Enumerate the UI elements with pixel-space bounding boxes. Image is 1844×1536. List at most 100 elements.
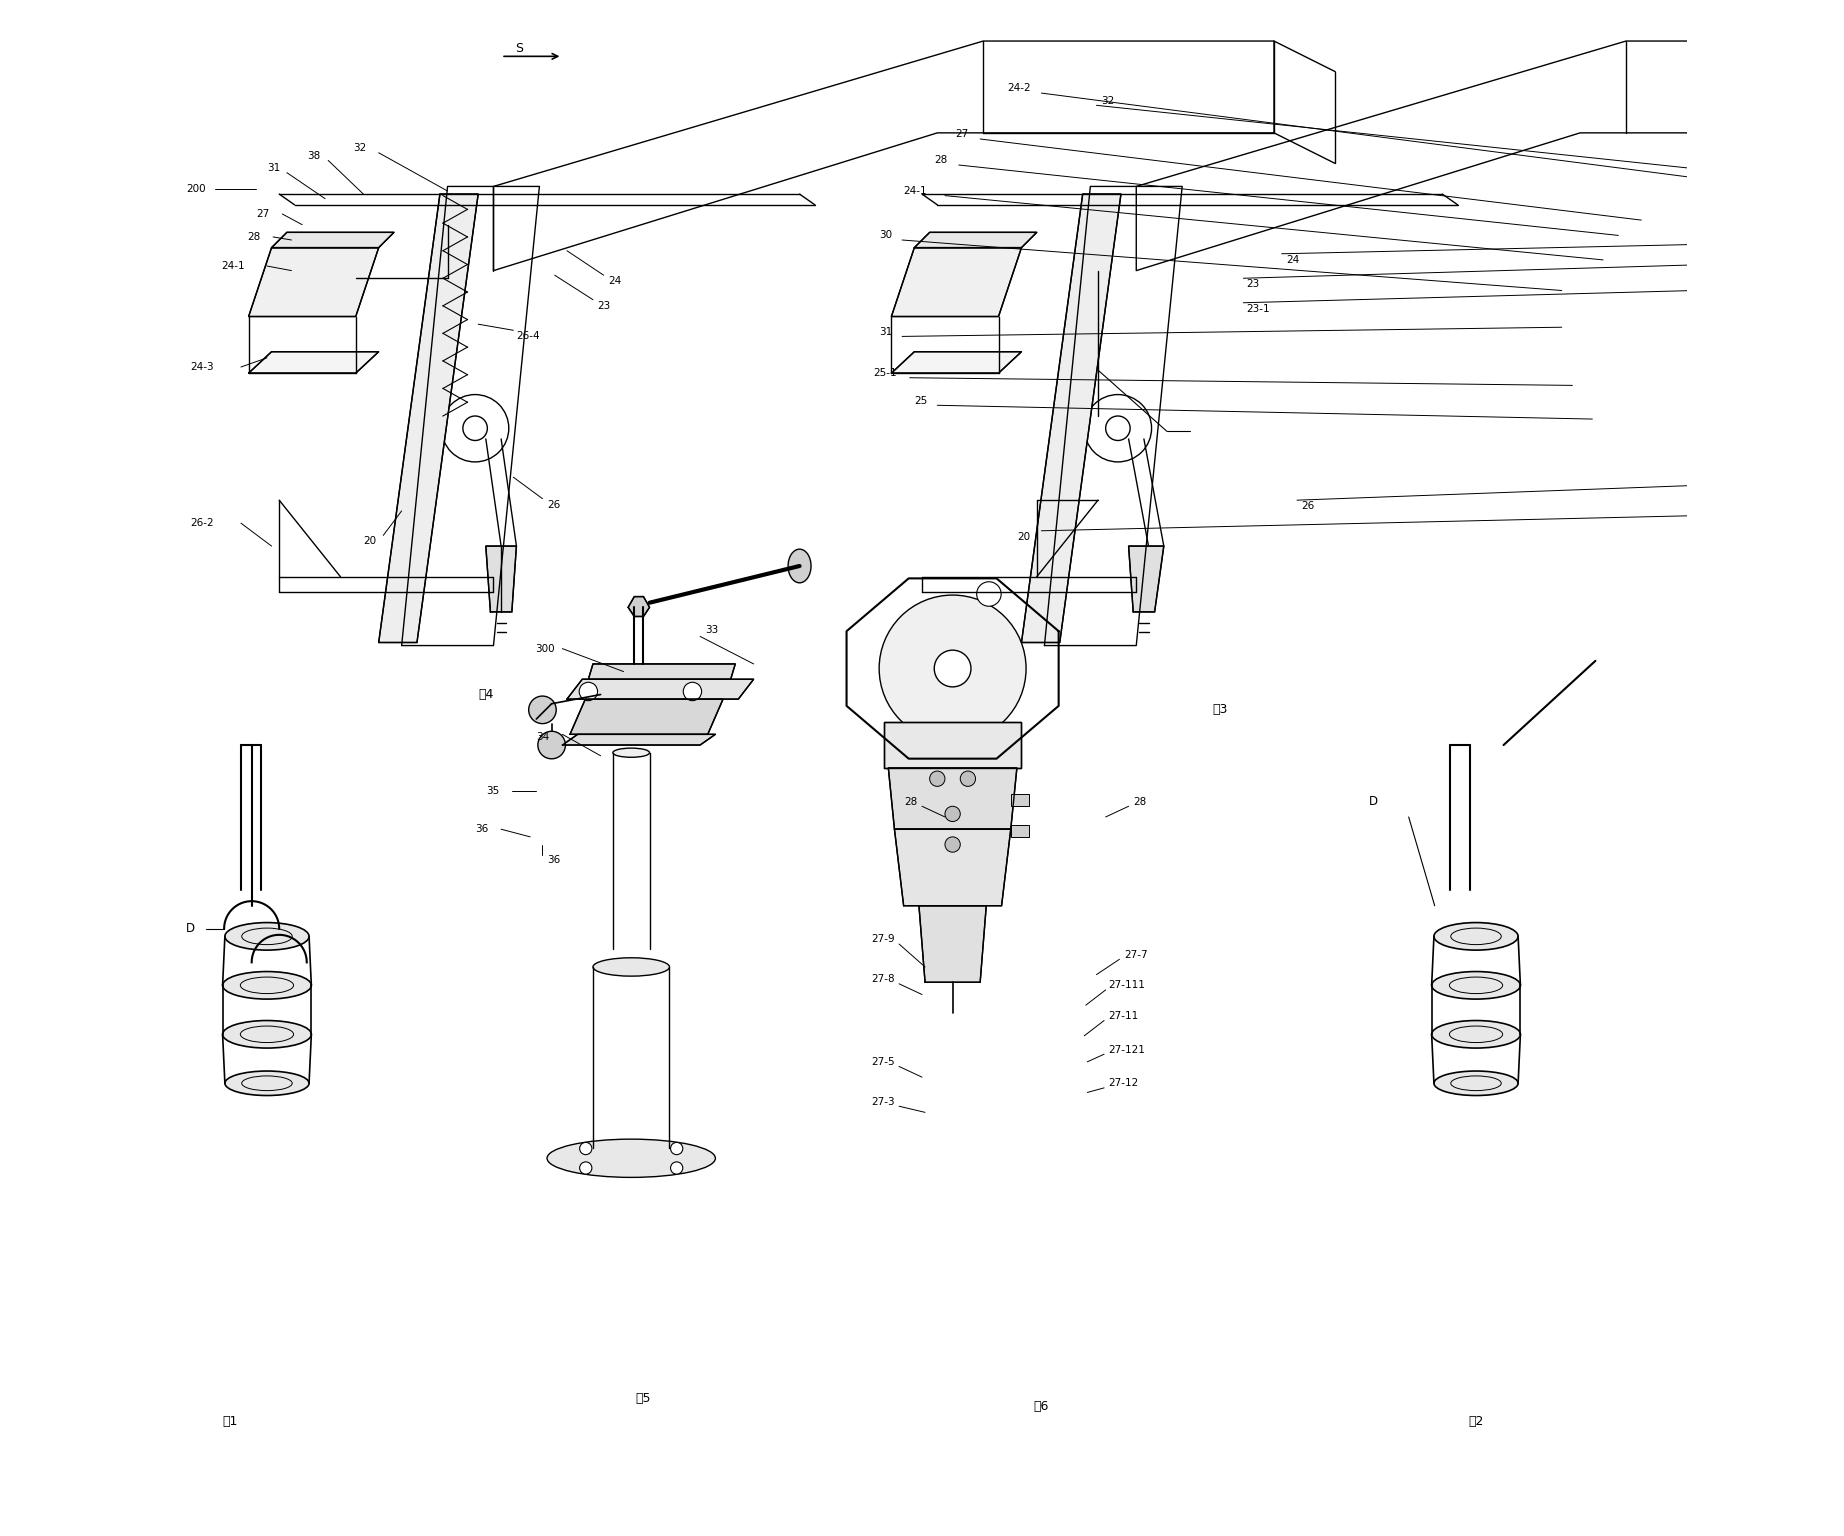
Ellipse shape xyxy=(1431,1020,1521,1048)
Ellipse shape xyxy=(1435,1071,1518,1095)
Text: 27-7: 27-7 xyxy=(1125,949,1147,960)
Text: 24: 24 xyxy=(1287,255,1300,264)
Polygon shape xyxy=(1022,194,1121,642)
Text: 32: 32 xyxy=(1101,95,1114,106)
Text: 24-1: 24-1 xyxy=(221,261,245,270)
Text: 图2: 图2 xyxy=(1468,1415,1484,1428)
Text: 23: 23 xyxy=(1247,280,1259,289)
Text: 20: 20 xyxy=(1016,531,1031,542)
Ellipse shape xyxy=(548,1140,715,1178)
Polygon shape xyxy=(249,247,378,316)
Polygon shape xyxy=(485,547,516,611)
Text: 23-1: 23-1 xyxy=(1247,304,1271,313)
Text: 27: 27 xyxy=(955,129,968,140)
Ellipse shape xyxy=(225,923,310,951)
Circle shape xyxy=(529,696,557,723)
Text: 32: 32 xyxy=(352,143,365,154)
Text: D: D xyxy=(186,922,195,935)
Polygon shape xyxy=(891,352,1022,373)
Polygon shape xyxy=(883,722,1022,768)
Polygon shape xyxy=(566,679,754,699)
Polygon shape xyxy=(562,734,715,745)
Polygon shape xyxy=(378,194,478,642)
Text: 27-8: 27-8 xyxy=(870,974,894,985)
Text: 24: 24 xyxy=(609,276,621,286)
Text: 25-1: 25-1 xyxy=(872,369,896,378)
Polygon shape xyxy=(271,232,395,247)
Ellipse shape xyxy=(787,550,811,582)
Text: 31: 31 xyxy=(880,327,892,336)
Text: 28: 28 xyxy=(904,797,918,806)
Text: 36: 36 xyxy=(548,856,561,865)
Text: 36: 36 xyxy=(476,825,489,834)
Circle shape xyxy=(579,1143,592,1155)
Circle shape xyxy=(538,731,566,759)
Polygon shape xyxy=(570,699,723,734)
Ellipse shape xyxy=(225,1071,310,1095)
Polygon shape xyxy=(249,352,378,373)
Text: 27-3: 27-3 xyxy=(870,1097,894,1106)
Bar xyxy=(1011,825,1029,837)
Text: 20: 20 xyxy=(363,536,376,547)
Circle shape xyxy=(579,682,597,700)
Text: 图6: 图6 xyxy=(1034,1399,1049,1413)
Text: 图5: 图5 xyxy=(636,1392,651,1405)
Circle shape xyxy=(671,1143,682,1155)
Circle shape xyxy=(944,837,961,852)
Text: S: S xyxy=(516,41,524,55)
Text: D: D xyxy=(1368,796,1377,808)
Polygon shape xyxy=(891,247,1022,316)
Text: 27-111: 27-111 xyxy=(1108,980,1145,991)
Text: 图3: 图3 xyxy=(1213,703,1228,716)
Ellipse shape xyxy=(223,972,312,998)
Circle shape xyxy=(977,582,1001,607)
Text: 27-121: 27-121 xyxy=(1108,1044,1145,1055)
Text: 图1: 图1 xyxy=(223,1415,238,1428)
Text: 200: 200 xyxy=(186,184,205,195)
Text: 28: 28 xyxy=(935,155,948,166)
Ellipse shape xyxy=(223,1020,312,1048)
Text: 27-5: 27-5 xyxy=(870,1057,894,1068)
Circle shape xyxy=(935,650,972,687)
Text: 26-2: 26-2 xyxy=(190,518,214,528)
Text: 27-11: 27-11 xyxy=(1108,1011,1140,1021)
Polygon shape xyxy=(918,906,987,982)
Text: 24-1: 24-1 xyxy=(904,186,928,197)
Text: 33: 33 xyxy=(704,625,717,636)
Polygon shape xyxy=(629,596,649,616)
Text: 图4: 图4 xyxy=(478,688,494,700)
Text: 26: 26 xyxy=(548,499,561,510)
Polygon shape xyxy=(915,232,1036,247)
Text: 26-4: 26-4 xyxy=(516,332,540,341)
Ellipse shape xyxy=(1431,972,1521,998)
Circle shape xyxy=(929,771,944,786)
Text: 23: 23 xyxy=(597,301,610,310)
Ellipse shape xyxy=(612,748,649,757)
Text: 34: 34 xyxy=(537,733,550,742)
Circle shape xyxy=(579,1161,592,1174)
Circle shape xyxy=(880,594,1025,742)
Text: 30: 30 xyxy=(880,230,892,241)
Text: 35: 35 xyxy=(485,786,500,796)
Polygon shape xyxy=(1129,547,1164,611)
Bar xyxy=(1011,794,1029,806)
Ellipse shape xyxy=(594,958,669,977)
Text: 24-3: 24-3 xyxy=(190,362,214,372)
Text: 28: 28 xyxy=(1134,797,1147,806)
Text: 25: 25 xyxy=(915,396,928,406)
Text: 300: 300 xyxy=(535,644,555,654)
Text: 28: 28 xyxy=(247,232,260,243)
Circle shape xyxy=(904,731,929,756)
Circle shape xyxy=(944,806,961,822)
Text: 27-9: 27-9 xyxy=(870,934,894,945)
Text: 38: 38 xyxy=(306,151,321,161)
Polygon shape xyxy=(894,829,1011,906)
Circle shape xyxy=(671,1161,682,1174)
Text: 31: 31 xyxy=(267,163,280,174)
Circle shape xyxy=(961,771,975,786)
Text: 27-12: 27-12 xyxy=(1108,1078,1140,1089)
Polygon shape xyxy=(889,768,1016,829)
Text: 24-2: 24-2 xyxy=(1007,83,1031,94)
Polygon shape xyxy=(588,664,736,679)
Circle shape xyxy=(684,682,701,700)
